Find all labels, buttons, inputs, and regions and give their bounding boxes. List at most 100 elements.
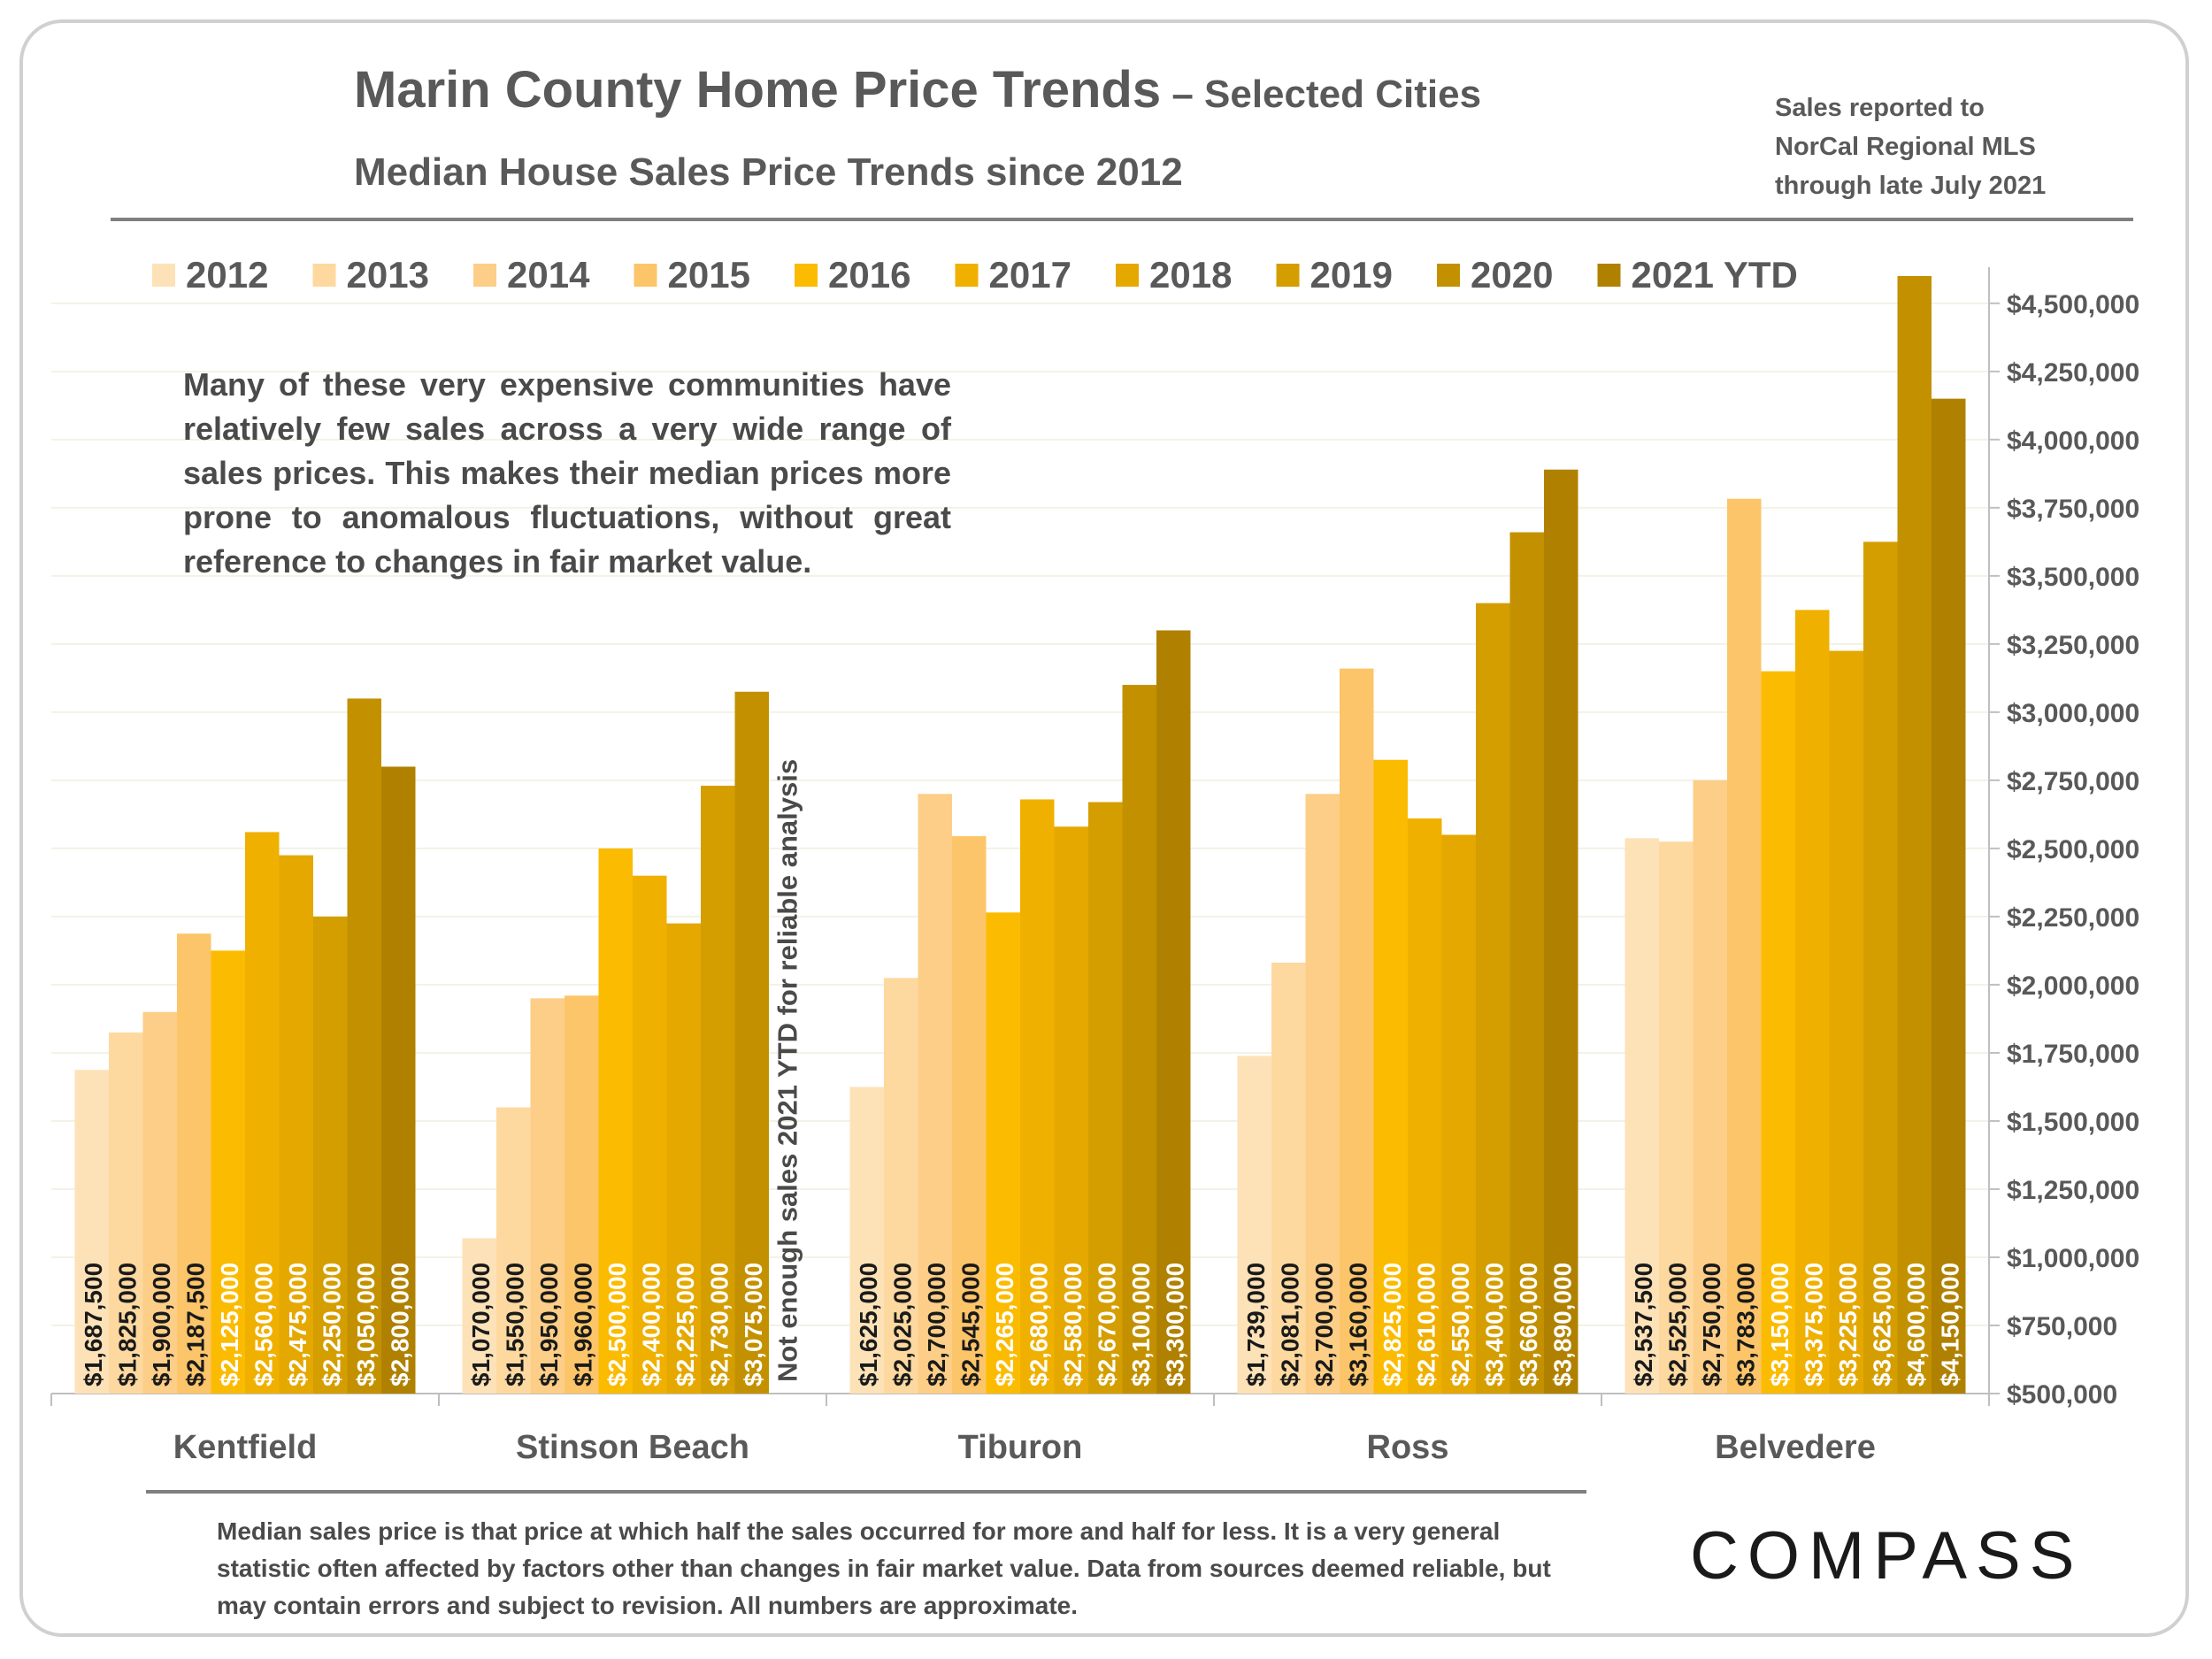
chart-subtitle: Median House Sales Price Trends since 20… xyxy=(354,150,1183,194)
missing-data-annotation: Not enough sales 2021 YTD for reliable a… xyxy=(772,759,803,1382)
bar xyxy=(1271,962,1306,1394)
legend-swatch xyxy=(1597,264,1621,287)
bar xyxy=(245,832,280,1394)
bar xyxy=(74,1070,109,1394)
data-label: $3,300,000 xyxy=(1161,1263,1188,1386)
legend-label: 2016 xyxy=(828,254,910,296)
y-tick-label: $3,750,000 xyxy=(2007,495,2139,524)
x-category-label: Belvedere xyxy=(1715,1429,1876,1466)
legend-label: 2019 xyxy=(1310,254,1393,296)
data-label: $2,550,000 xyxy=(1447,1263,1474,1386)
bar xyxy=(1054,826,1088,1394)
data-label: $2,750,000 xyxy=(1698,1263,1725,1386)
data-label: $1,825,000 xyxy=(113,1263,141,1386)
data-label: $1,950,000 xyxy=(535,1263,563,1386)
y-tick-label: $3,500,000 xyxy=(2007,563,2139,592)
source-line: Sales reported to xyxy=(1775,94,1985,122)
x-category-label: Ross xyxy=(1367,1429,1449,1466)
bar xyxy=(1373,759,1408,1394)
bar xyxy=(142,1011,177,1394)
bar xyxy=(347,698,381,1394)
bar xyxy=(496,1107,531,1394)
data-label: $2,545,000 xyxy=(956,1263,984,1386)
bar xyxy=(734,691,769,1394)
data-label: $2,265,000 xyxy=(991,1263,1018,1386)
data-label: $2,025,000 xyxy=(888,1263,916,1386)
bar xyxy=(211,950,245,1394)
source-line: through late July 2021 xyxy=(1775,172,2047,200)
data-label: $2,187,500 xyxy=(181,1263,209,1386)
data-label: $2,560,000 xyxy=(250,1263,277,1386)
y-tick-label: $500,000 xyxy=(2007,1380,2117,1409)
bar xyxy=(279,855,313,1394)
bar xyxy=(598,848,633,1394)
bar xyxy=(1340,668,1374,1394)
legend-label: 2014 xyxy=(507,254,590,296)
data-label: $2,580,000 xyxy=(1059,1263,1087,1386)
legend-swatch xyxy=(152,264,175,287)
data-label: $3,100,000 xyxy=(1127,1263,1155,1386)
data-label: $3,075,000 xyxy=(740,1263,767,1386)
data-label: $2,825,000 xyxy=(1379,1263,1406,1386)
y-tick-label: $2,750,000 xyxy=(2007,767,2139,796)
legend-label: 2012 xyxy=(186,254,268,296)
bar xyxy=(701,786,735,1394)
bar xyxy=(313,916,348,1394)
legend-label: 2018 xyxy=(1149,254,1232,296)
y-tick-label: $1,750,000 xyxy=(2007,1040,2139,1069)
data-label: $1,625,000 xyxy=(855,1263,882,1386)
data-label: $1,960,000 xyxy=(569,1263,596,1386)
bar xyxy=(1693,780,1727,1394)
x-category-label: Tiburon xyxy=(958,1429,1083,1466)
bar xyxy=(884,978,918,1394)
data-label: $3,160,000 xyxy=(1344,1263,1371,1386)
bar xyxy=(565,995,599,1394)
data-label: $3,375,000 xyxy=(1800,1263,1827,1386)
bar xyxy=(1156,630,1191,1394)
y-tick-label: $1,000,000 xyxy=(2007,1244,2139,1273)
y-tick-label: $4,000,000 xyxy=(2007,426,2139,456)
data-label: $3,890,000 xyxy=(1548,1263,1576,1386)
bar xyxy=(109,1032,143,1394)
y-tick-label: $750,000 xyxy=(2007,1312,2117,1341)
data-label: $2,680,000 xyxy=(1025,1263,1052,1386)
data-label: $2,700,000 xyxy=(923,1263,950,1386)
data-label: $1,739,000 xyxy=(1242,1263,1270,1386)
x-category-label: Stinson Beach xyxy=(516,1429,749,1466)
bar xyxy=(952,836,987,1394)
data-label: $4,150,000 xyxy=(1936,1263,1963,1386)
x-category-label: Kentfield xyxy=(173,1429,318,1466)
y-tick-label: $2,500,000 xyxy=(2007,835,2139,864)
bar xyxy=(530,998,565,1394)
data-label: $2,800,000 xyxy=(386,1263,413,1386)
y-tick-label: $3,000,000 xyxy=(2007,699,2139,728)
bar xyxy=(1932,398,1966,1394)
chart-frame xyxy=(19,19,2189,1637)
legend-label: 2015 xyxy=(668,254,750,296)
data-label: $1,900,000 xyxy=(148,1263,175,1386)
data-label: $2,525,000 xyxy=(1663,1263,1691,1386)
chart-annotation-note: Many of these very expensive communities… xyxy=(183,366,951,580)
data-label: $2,250,000 xyxy=(318,1263,345,1386)
data-label: $2,400,000 xyxy=(637,1263,664,1386)
bar xyxy=(918,794,952,1394)
data-label: $2,610,000 xyxy=(1412,1263,1440,1386)
legend-label: 2017 xyxy=(989,254,1071,296)
y-tick-label: $1,500,000 xyxy=(2007,1108,2139,1137)
bar xyxy=(1795,610,1830,1394)
bar xyxy=(1509,532,1544,1394)
data-label: $2,081,000 xyxy=(1276,1263,1303,1386)
legend-swatch xyxy=(634,264,657,287)
bar xyxy=(1659,841,1694,1394)
bar xyxy=(1122,685,1156,1394)
bar xyxy=(1441,834,1476,1394)
bar xyxy=(1897,276,1932,1394)
data-label: $1,070,000 xyxy=(467,1263,495,1386)
data-label: $1,687,500 xyxy=(80,1263,107,1386)
data-label: $2,500,000 xyxy=(603,1263,631,1386)
bar xyxy=(1408,818,1442,1394)
source-line: NorCal Regional MLS xyxy=(1775,133,2036,161)
y-tick-label: $2,000,000 xyxy=(2007,972,2139,1001)
data-label: $3,400,000 xyxy=(1480,1263,1508,1386)
